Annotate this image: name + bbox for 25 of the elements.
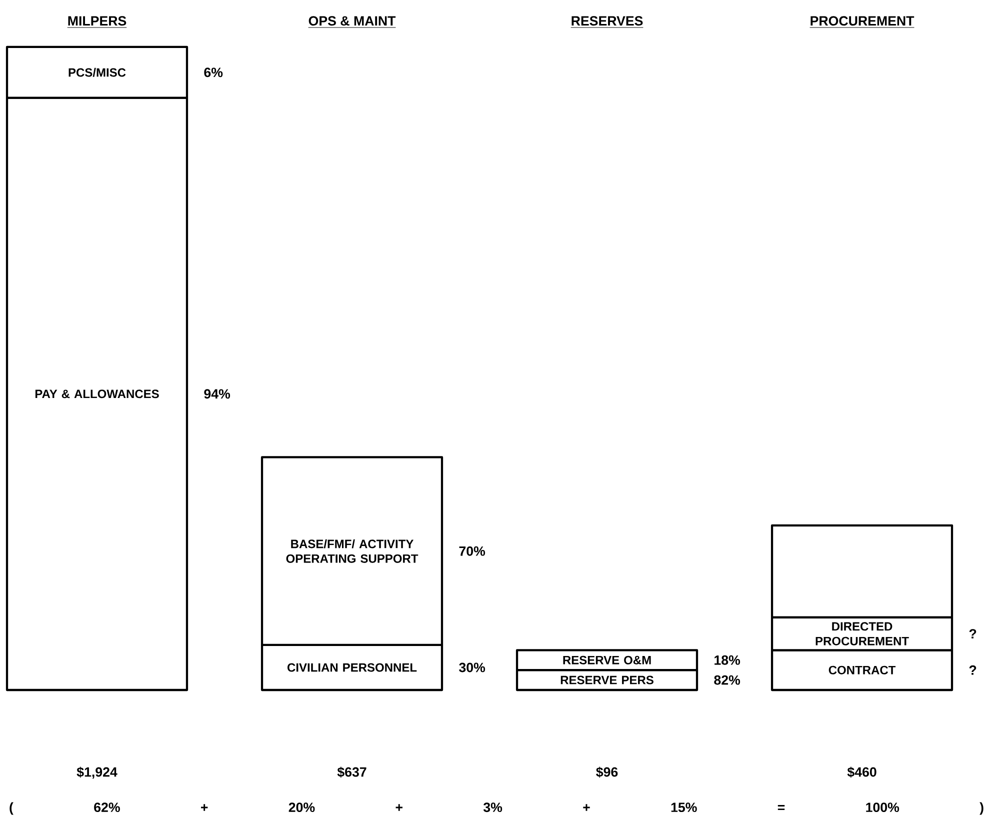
annotation: 6% xyxy=(204,68,223,78)
annotation: 70% xyxy=(459,546,486,556)
text: $1,924 xyxy=(76,766,118,779)
x-tick-label: PROCUREMENT xyxy=(810,16,914,26)
series-label: CONTRACT xyxy=(828,666,896,674)
annotation: 30% xyxy=(459,662,486,672)
x-tick-label: OPS & MAINT xyxy=(308,16,396,26)
series-label: RESERVE O&M xyxy=(563,656,651,664)
text: ( 62% + 20% + 3% + 15% = 100% ) xyxy=(10,802,984,815)
x-tick-label: MILPERS xyxy=(68,16,126,26)
text: $460 xyxy=(847,766,876,778)
series-label: PAY & ALLOWANCES xyxy=(35,390,159,398)
series-label: BASE/FMF/ ACTIVITY OPERATING SUPPORT xyxy=(286,539,418,563)
series-label: PCS/MISC xyxy=(68,68,126,77)
text: $637 xyxy=(337,766,366,778)
series-label: RESERVE PERS xyxy=(560,676,654,684)
annotation: 94% xyxy=(204,389,230,399)
annotation: ? xyxy=(969,629,976,638)
text: $96 xyxy=(596,766,618,778)
annotation: 18% xyxy=(714,655,740,665)
annotation: ? xyxy=(969,665,976,675)
series-label: DIRECTED PROCUREMENT xyxy=(816,622,909,646)
annotation: 82% xyxy=(714,675,740,685)
series-label: CIVILIAN PERSONNEL xyxy=(288,663,417,672)
x-tick-label: RESERVES xyxy=(572,16,643,26)
